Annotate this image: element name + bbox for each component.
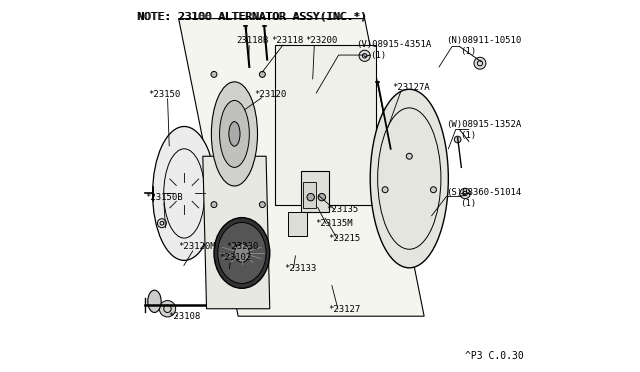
Text: *23150: *23150: [148, 90, 180, 99]
Text: *23102: *23102: [219, 253, 251, 262]
Circle shape: [259, 202, 266, 208]
Polygon shape: [203, 156, 270, 309]
Text: (V)08915-4351A: (V)08915-4351A: [356, 40, 432, 49]
Ellipse shape: [229, 122, 240, 146]
Circle shape: [382, 187, 388, 193]
Text: *23108: *23108: [168, 312, 200, 321]
Circle shape: [157, 219, 166, 228]
Text: *23118: *23118: [271, 36, 304, 45]
Circle shape: [211, 202, 217, 208]
Text: *23135: *23135: [326, 205, 359, 214]
Ellipse shape: [234, 244, 250, 262]
Circle shape: [359, 50, 370, 61]
Text: 23118B: 23118B: [236, 36, 269, 45]
Bar: [301, 171, 330, 212]
Text: *23150B: *23150B: [145, 193, 183, 202]
Text: *23127A: *23127A: [392, 83, 430, 92]
Text: *23120M: *23120M: [178, 242, 216, 251]
Text: (1): (1): [461, 131, 477, 140]
Text: *23135M: *23135M: [316, 219, 353, 228]
Text: *23120: *23120: [254, 90, 286, 99]
Circle shape: [259, 71, 266, 77]
Text: *23200: *23200: [305, 36, 337, 45]
Circle shape: [460, 188, 470, 199]
Ellipse shape: [220, 100, 250, 167]
Ellipse shape: [214, 218, 270, 288]
Polygon shape: [179, 19, 424, 316]
Text: (1): (1): [370, 51, 387, 60]
Circle shape: [431, 187, 436, 193]
Text: *23215: *23215: [328, 234, 360, 243]
Ellipse shape: [152, 126, 216, 260]
Circle shape: [474, 57, 486, 69]
Text: (N)08911-10510: (N)08911-10510: [447, 36, 522, 45]
Circle shape: [307, 193, 314, 201]
Ellipse shape: [148, 290, 161, 312]
Circle shape: [159, 301, 175, 317]
Polygon shape: [275, 45, 376, 205]
Text: ^P3 C.0.30: ^P3 C.0.30: [465, 352, 524, 361]
Text: (1): (1): [461, 199, 477, 208]
Circle shape: [211, 71, 217, 77]
Circle shape: [454, 136, 461, 143]
Text: (1): (1): [461, 47, 477, 56]
Ellipse shape: [218, 222, 266, 283]
Text: (S)08360-51014: (S)08360-51014: [447, 188, 522, 197]
Bar: [289, 212, 307, 236]
Text: NOTE: 23100 ALTERNATOR ASSY(INC.*): NOTE: 23100 ALTERNATOR ASSY(INC.*): [137, 12, 367, 22]
Circle shape: [406, 153, 412, 159]
Text: *23133: *23133: [285, 264, 317, 273]
Text: *23230: *23230: [227, 242, 259, 251]
Text: *23127: *23127: [328, 305, 360, 314]
Ellipse shape: [211, 82, 257, 186]
Text: NOTE: 23100 ALTERNATOR ASSY(INC.*): NOTE: 23100 ALTERNATOR ASSY(INC.*): [138, 12, 367, 22]
Text: (W)08915-1352A: (W)08915-1352A: [447, 120, 522, 129]
Ellipse shape: [370, 89, 449, 268]
Bar: [303, 182, 316, 208]
Circle shape: [318, 193, 326, 201]
